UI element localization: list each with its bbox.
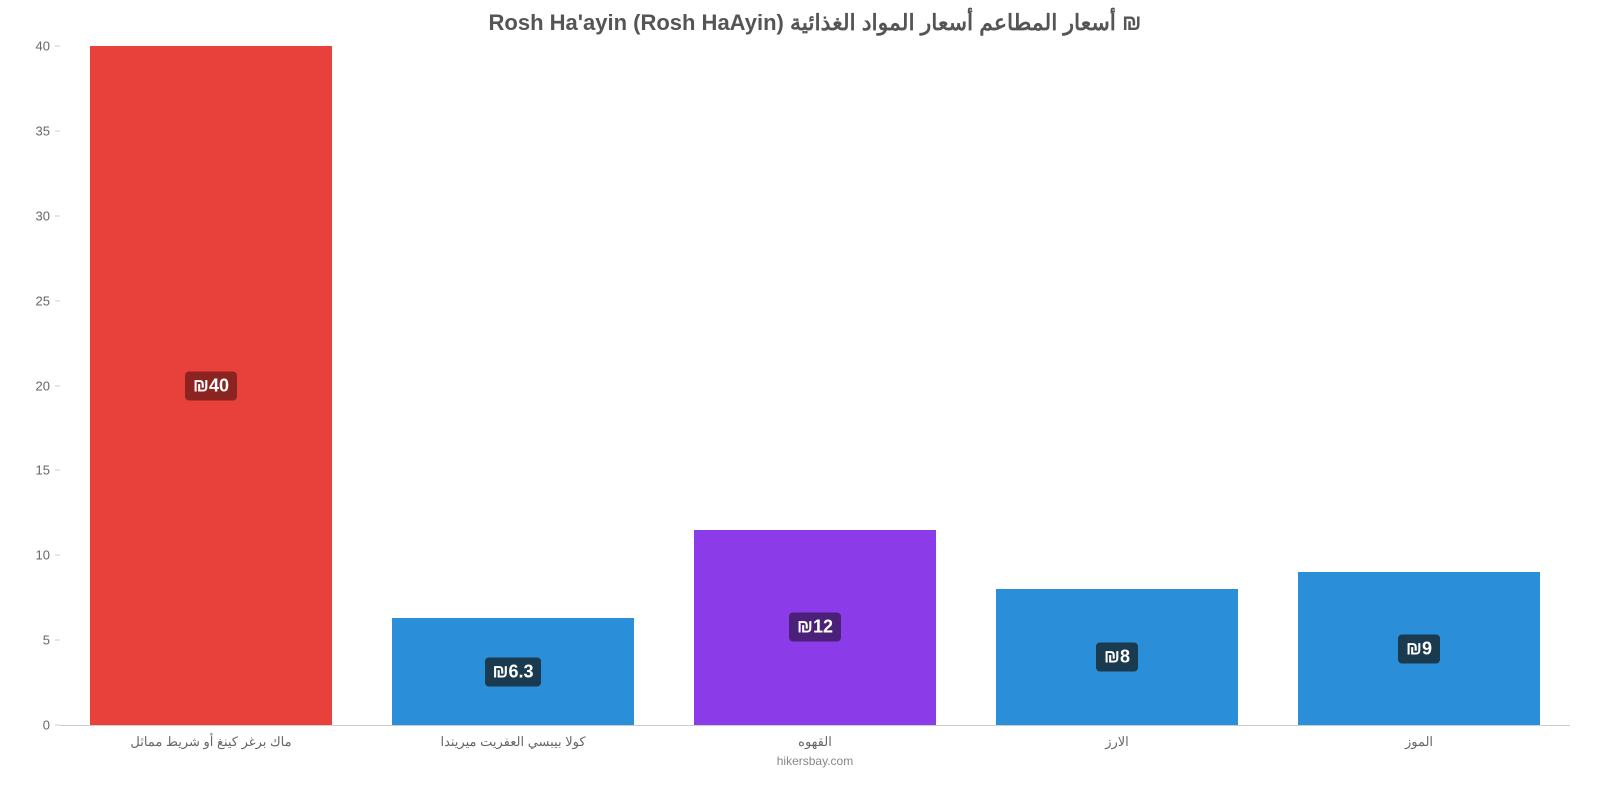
bar-group: ₪40: [60, 46, 362, 725]
y-tick-label: 35: [36, 123, 55, 138]
y-tick-label: 30: [36, 208, 55, 223]
bar-group: ₪9: [1268, 46, 1570, 725]
x-axis-label: الارز: [966, 734, 1268, 750]
bar-value-label: ₪40: [185, 371, 237, 400]
y-tick: 20: [20, 378, 55, 393]
x-axis-labels: ماك برغر كينغ أو شريط مماثلكولا بيبسي ال…: [60, 734, 1570, 750]
y-axis: 0510152025303540: [20, 46, 55, 725]
bar-value-label: ₪8: [1096, 643, 1138, 672]
bar: ₪6.3: [392, 618, 634, 725]
y-tick: 0: [20, 718, 55, 733]
bar-group: ₪12: [664, 46, 966, 725]
x-axis-label: ماك برغر كينغ أو شريط مماثل: [60, 734, 362, 750]
bar-value-label: ₪6.3: [485, 657, 542, 686]
y-tick: 25: [20, 293, 55, 308]
y-tick-label: 25: [36, 293, 55, 308]
bar-value-label: ₪12: [789, 613, 841, 642]
y-tick-label: 10: [36, 548, 55, 563]
y-tick-label: 0: [43, 718, 55, 733]
bar: ₪12: [694, 530, 936, 725]
bar-group: ₪8: [966, 46, 1268, 725]
x-axis-label: القهوه: [664, 734, 966, 750]
y-tick-label: 20: [36, 378, 55, 393]
plot-area: 0510152025303540 ₪40₪6.3₪12₪8₪9: [60, 46, 1570, 726]
y-tick: 15: [20, 463, 55, 478]
y-tick-label: 15: [36, 463, 55, 478]
bar: ₪9: [1298, 572, 1540, 725]
chart-source: hikersbay.com: [60, 754, 1570, 768]
bar: ₪40: [90, 46, 332, 725]
y-tick-label: 40: [36, 39, 55, 54]
chart-title: Rosh Ha'ayin (Rosh HaAyin) أسعار المطاعم…: [60, 10, 1570, 36]
y-tick: 5: [20, 633, 55, 648]
y-tick: 35: [20, 123, 55, 138]
y-tick: 30: [20, 208, 55, 223]
y-tick: 10: [20, 548, 55, 563]
bar: ₪8: [996, 589, 1238, 725]
x-axis-label: الموز: [1268, 734, 1570, 750]
y-tick-label: 5: [43, 633, 55, 648]
price-bar-chart: Rosh Ha'ayin (Rosh HaAyin) أسعار المطاعم…: [0, 0, 1600, 800]
x-axis-label: كولا بيبسي العفريت ميريندا: [362, 734, 664, 750]
bar-group: ₪6.3: [362, 46, 664, 725]
bar-value-label: ₪9: [1398, 634, 1440, 663]
y-tick: 40: [20, 39, 55, 54]
bars-row: ₪40 ₪6.3 ₪12 ₪8 ₪9: [60, 46, 1570, 725]
